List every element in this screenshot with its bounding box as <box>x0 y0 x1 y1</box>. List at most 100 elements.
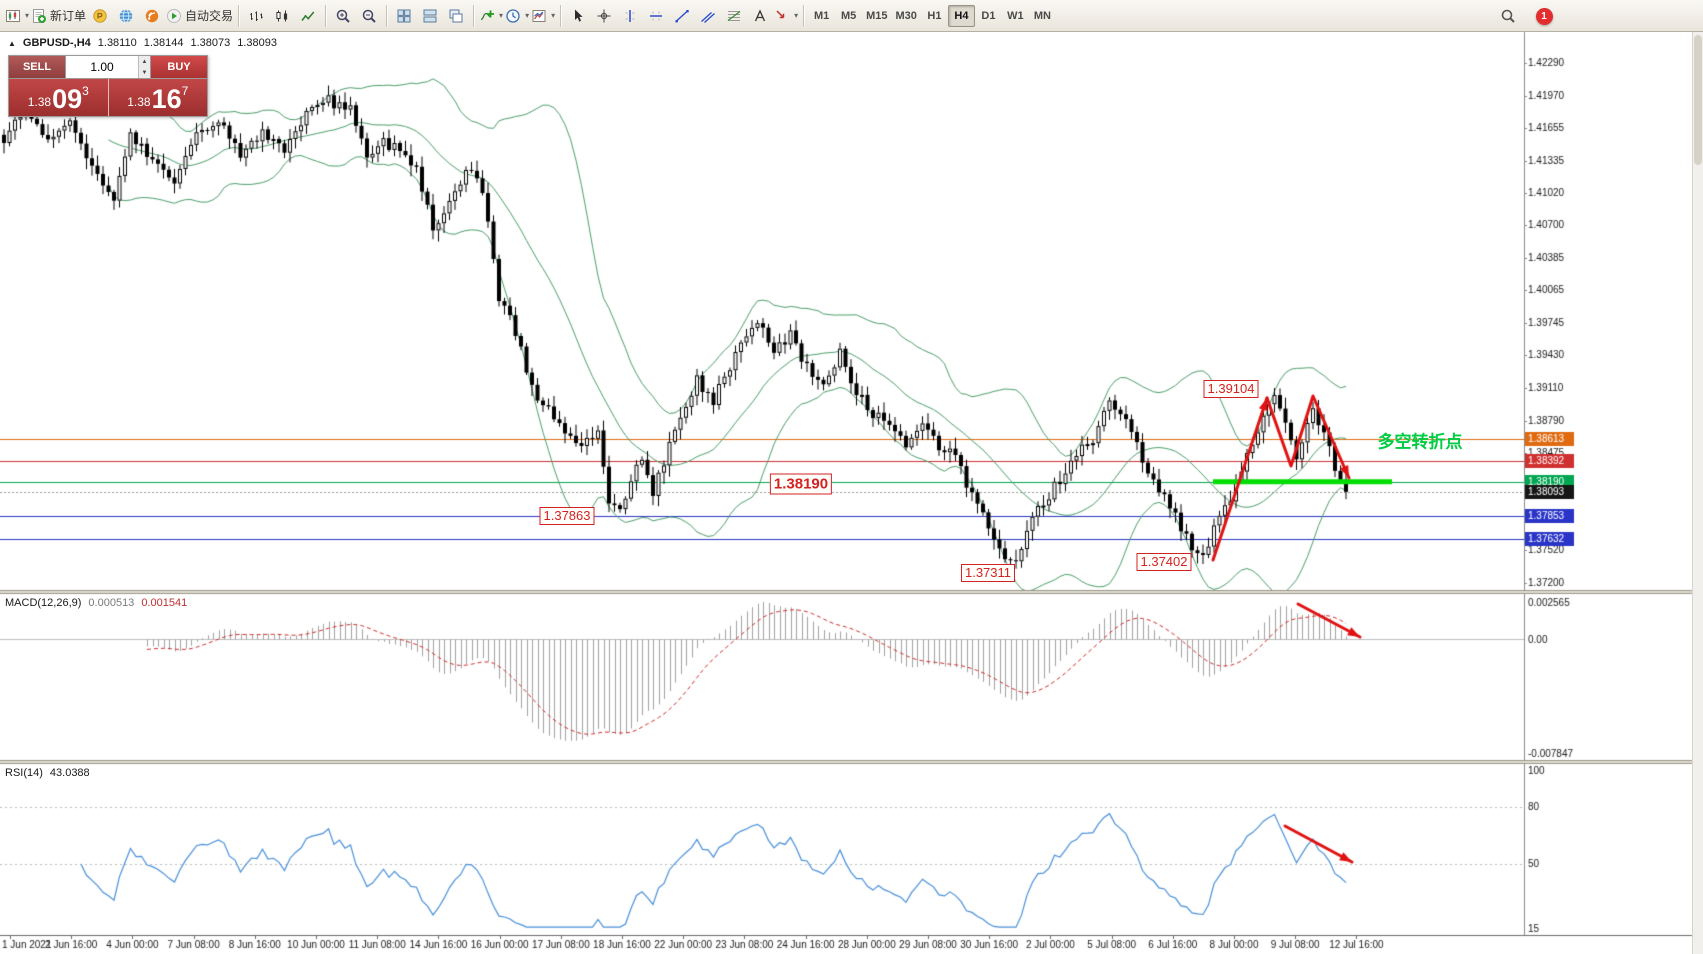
ohlc-low: 1.38073 <box>190 37 231 49</box>
scrollbar-thumb[interactable] <box>1694 35 1702 165</box>
sell-price-big: 09 <box>52 84 83 114</box>
cursor-icon <box>570 8 586 24</box>
toolbar-separator <box>325 4 327 27</box>
new-order-button[interactable]: 新订单 <box>30 4 87 28</box>
buy-button[interactable]: BUY <box>151 56 207 78</box>
sell-button[interactable]: SELL <box>9 56 65 78</box>
crosshair-icon <box>596 8 612 24</box>
sell-price-prefix: 1.38 <box>27 95 52 109</box>
equidistant-channel-button[interactable] <box>695 4 721 28</box>
rsi-label: RSI(14) <box>5 767 43 779</box>
volume-field: ▲▼ <box>65 56 151 78</box>
indicator-icon <box>479 8 495 24</box>
vertical-scrollbar[interactable] <box>1692 32 1703 954</box>
timeframe-m5-button[interactable]: M5 <box>835 5 862 27</box>
arrange-icon <box>422 8 438 24</box>
candlestick-mode-button[interactable] <box>269 4 295 28</box>
signal-icon <box>144 8 160 24</box>
horizontal-line-button[interactable] <box>643 4 669 28</box>
timeframe-h1-button[interactable]: H1 <box>921 5 948 27</box>
price-annotation-label[interactable]: 1.37863 <box>539 507 595 525</box>
notifications-button[interactable]: 1 <box>1531 4 1557 28</box>
buy-price-display[interactable]: 1.38 16 7 <box>108 79 207 116</box>
bar-chart-mode-button[interactable] <box>243 4 269 28</box>
zoom-in-button[interactable] <box>330 4 356 28</box>
text-label-button[interactable] <box>747 4 773 28</box>
tile-windows-button[interactable] <box>391 4 417 28</box>
fibonacci-retracement-button[interactable] <box>721 4 747 28</box>
cascade-windows-button[interactable] <box>443 4 469 28</box>
price-annotation-label[interactable]: 1.37402 <box>1136 553 1192 571</box>
market-button[interactable] <box>113 4 139 28</box>
template-icon <box>531 8 547 24</box>
spinner-down-icon[interactable]: ▼ <box>139 67 150 78</box>
timeframe-m15-button[interactable]: M15 <box>862 5 891 27</box>
toolbar-right-group: 1 <box>1495 0 1557 32</box>
candles-icon <box>274 8 290 24</box>
trendline-button[interactable] <box>669 4 695 28</box>
price-annotation-label[interactable]: 1.39104 <box>1203 380 1259 398</box>
arrowmark-icon <box>774 8 790 24</box>
timeframe-m1-button[interactable]: M1 <box>808 5 835 27</box>
price-annotation-label[interactable]: 1.38190 <box>769 473 833 495</box>
timeframe-d1-button[interactable]: D1 <box>975 5 1002 27</box>
timeframe-mn-button[interactable]: MN <box>1029 5 1056 27</box>
arrow-objects-button[interactable]: ▾ <box>773 4 799 28</box>
order-icon <box>31 8 47 24</box>
macd-main-value: 0.000513 <box>88 597 135 609</box>
one-click-collapse-icon[interactable]: ▲ <box>8 38 16 48</box>
vertical-line-button[interactable] <box>617 4 643 28</box>
clock-icon <box>505 8 521 24</box>
auto-arrange-button[interactable] <box>417 4 443 28</box>
indicators-button[interactable]: ▾ <box>478 4 504 28</box>
new-order-label: 新订单 <box>50 9 87 23</box>
volume-spinner[interactable]: ▲ ▼ <box>138 56 150 78</box>
timeframe-h4-button[interactable]: H4 <box>947 4 975 27</box>
spinner-up-icon[interactable]: ▲ <box>139 56 150 67</box>
toolbar-separator <box>473 4 475 27</box>
toolbar-separator <box>803 4 805 27</box>
main-toolbar: ▾ 新订单 自动交易 ▾ ▾ ▾ ▾ M1 M5 M15 M30 H1 H4 D1 W1 MN <box>0 0 1703 32</box>
cursor-button[interactable] <box>565 4 591 28</box>
polyline-icon <box>300 8 316 24</box>
search-button[interactable] <box>1495 4 1521 28</box>
auto-trading-button[interactable]: 自动交易 <box>165 4 234 28</box>
crosshair-button[interactable] <box>591 4 617 28</box>
symbol-title: GBPUSD-,H4 <box>22 37 91 49</box>
templates-button[interactable]: ▾ <box>530 4 556 28</box>
line-chart-mode-button[interactable] <box>295 4 321 28</box>
hline-icon <box>648 8 664 24</box>
macd-signal-value: 0.001541 <box>141 597 188 609</box>
ohlc-close: 1.38093 <box>237 37 278 49</box>
zoom-out-button[interactable] <box>356 4 382 28</box>
toolbar-separator <box>238 4 240 27</box>
sell-price-sup: 3 <box>82 84 89 98</box>
tiles-icon <box>396 8 412 24</box>
toolbar-separator <box>386 4 388 27</box>
notification-badge: 1 <box>1535 7 1553 25</box>
periods-button[interactable]: ▾ <box>504 4 530 28</box>
dropdown-caret-icon: ▾ <box>551 11 556 20</box>
timeframe-w1-button[interactable]: W1 <box>1002 5 1029 27</box>
price-annotation-label[interactable]: 1.37311 <box>960 564 1016 582</box>
macd-indicator-title: MACD(12,26,9) 0.000513 0.001541 <box>5 597 187 609</box>
sell-price-display[interactable]: 1.38 09 3 <box>9 79 109 116</box>
auto-trading-label: 自动交易 <box>185 9 234 23</box>
dropdown-caret-icon: ▾ <box>25 11 30 20</box>
signals-button[interactable] <box>139 4 165 28</box>
buy-price-prefix: 1.38 <box>127 95 151 109</box>
timeframe-m30-button[interactable]: M30 <box>892 5 921 27</box>
mql5-community-button[interactable] <box>87 4 113 28</box>
cascade-icon <box>448 8 464 24</box>
rsi-value: 43.0388 <box>49 767 90 779</box>
symbol-info: ▲ GBPUSD-,H4 1.38110 1.38144 1.38073 1.3… <box>8 37 277 49</box>
new-chart-button[interactable]: ▾ <box>4 4 30 28</box>
volume-input[interactable] <box>66 56 150 78</box>
vline-icon <box>622 8 638 24</box>
buy-price-sup: 7 <box>181 84 189 98</box>
buy-price-big: 16 <box>151 84 182 114</box>
turning-point-annotation[interactable]: 多空转折点 <box>1377 432 1463 452</box>
ohlc-open: 1.38110 <box>97 37 137 49</box>
text-icon <box>752 8 768 24</box>
